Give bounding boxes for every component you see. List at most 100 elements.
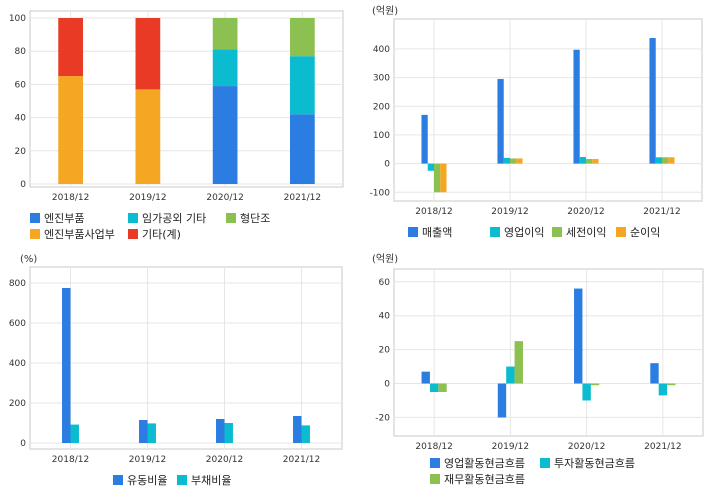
legend-label: 엔진부품사업부	[44, 228, 115, 241]
legend-swatch	[552, 227, 562, 237]
legend-swatch	[430, 474, 440, 484]
bar	[216, 419, 225, 443]
x-tick-label: 2020/12	[206, 193, 243, 203]
y-tick-label: 0	[20, 180, 26, 190]
bar	[62, 288, 71, 443]
bar	[438, 383, 447, 392]
legend-label: 세전이익	[566, 226, 606, 239]
legend-label: 영업활동현금흐름	[444, 456, 525, 470]
bar	[662, 157, 669, 164]
bar	[516, 158, 523, 164]
bar	[506, 366, 515, 384]
x-tick-label: 2021/12	[283, 455, 320, 465]
bar-segment	[135, 89, 161, 184]
bar-segment	[135, 18, 161, 90]
bar	[224, 423, 233, 443]
bar-segment	[290, 56, 315, 115]
legend-label: 엔진부품	[44, 212, 84, 225]
bar	[147, 423, 156, 443]
x-tick-label: 2020/12	[206, 455, 243, 465]
x-tick-label: 2021/12	[643, 207, 680, 217]
y-tick-label: 800	[9, 279, 26, 289]
bar	[497, 383, 507, 418]
bar-segment	[290, 114, 315, 184]
x-tick-label: 2019/12	[491, 207, 528, 217]
bar	[649, 38, 656, 164]
bar	[582, 383, 591, 401]
legend-swatch	[30, 229, 40, 239]
chart-4: (억원) -20 0 20 40 60 2018/12 2019/12 2020/12 2021/…	[372, 253, 704, 486]
y-tick-label: 400	[373, 45, 390, 55]
legend-swatch	[540, 458, 550, 468]
y-tick-label: 0	[384, 160, 390, 170]
bar	[510, 158, 517, 164]
legend-label: 투자활동현금흐름	[554, 456, 635, 470]
legend-swatch	[113, 475, 123, 485]
x-tick-label: 2020/12	[568, 442, 605, 452]
legend-swatch	[430, 458, 440, 468]
unit-label: (억원)	[372, 253, 398, 265]
bar	[139, 420, 148, 443]
y-tick-label: 300	[373, 74, 390, 84]
bar-segment	[58, 18, 83, 77]
legend: 매출액 영업이익 세전이익 순이익	[408, 226, 660, 239]
bar	[434, 163, 441, 193]
bar	[440, 163, 447, 193]
bar-segment	[212, 18, 238, 50]
x-tick-label: 2019/12	[129, 193, 166, 203]
y-tick-label: 0	[20, 439, 26, 449]
y-tick-label: -20	[375, 413, 390, 423]
legend-label: 순이익	[630, 226, 660, 239]
bar-segment	[58, 76, 83, 184]
bar	[592, 159, 599, 164]
x-tick-label: 2018/12	[415, 207, 452, 217]
legend-label: 형단조	[240, 212, 270, 225]
chart-2: (억원) -100 0 100 200 300 400 2018/12 2019/12 2020/…	[370, 5, 703, 239]
legend-swatch	[128, 213, 138, 223]
bar	[293, 416, 302, 443]
y-tick-label: 20	[379, 346, 391, 356]
y-tick-label: 200	[373, 102, 390, 112]
bar	[658, 383, 668, 396]
y-tick-label: 40	[15, 114, 27, 124]
unit-label: (%)	[20, 254, 37, 265]
legend-label: 유동비율	[127, 474, 167, 487]
x-tick-label: 2018/12	[52, 455, 89, 465]
bar	[590, 383, 600, 386]
x-tick-label: 2018/12	[415, 442, 452, 452]
bar	[497, 79, 504, 164]
bar	[668, 157, 675, 164]
legend-swatch	[616, 227, 626, 237]
bar	[667, 383, 676, 386]
legend-swatch	[128, 229, 138, 239]
y-tick-label: 60	[15, 80, 27, 90]
y-tick-label: 80	[15, 47, 27, 57]
legend-swatch	[226, 213, 236, 223]
legend-swatch	[30, 213, 40, 223]
legend-label: 기타(계)	[142, 228, 181, 241]
y-tick-label: -100	[370, 188, 391, 198]
bar	[70, 424, 79, 443]
x-tick-label: 2020/12	[567, 207, 604, 217]
legend-label: 매출액	[422, 226, 452, 239]
x-tick-label: 2019/12	[129, 455, 166, 465]
legend-label: 재무활동현금흐름	[444, 472, 525, 486]
bar-segment	[212, 49, 238, 87]
bar	[301, 425, 310, 443]
legend-swatch	[408, 227, 418, 237]
bar	[650, 363, 659, 384]
x-tick-label: 2021/12	[644, 442, 681, 452]
y-tick-label: 100	[373, 131, 390, 141]
bar	[421, 371, 430, 384]
y-tick-label: 400	[9, 359, 26, 369]
chart-3: (%) 0 200 400 600 800 2018/12 2019/12 2020/12 202…	[9, 254, 343, 487]
y-tick-label: 20	[15, 147, 27, 157]
legend-label: 임가공외 기타	[142, 212, 206, 225]
bar	[421, 114, 428, 164]
y-tick-label: 200	[9, 399, 26, 409]
bar	[427, 163, 434, 171]
bar	[429, 383, 439, 392]
bar	[586, 159, 593, 164]
bar-segment	[212, 86, 238, 184]
